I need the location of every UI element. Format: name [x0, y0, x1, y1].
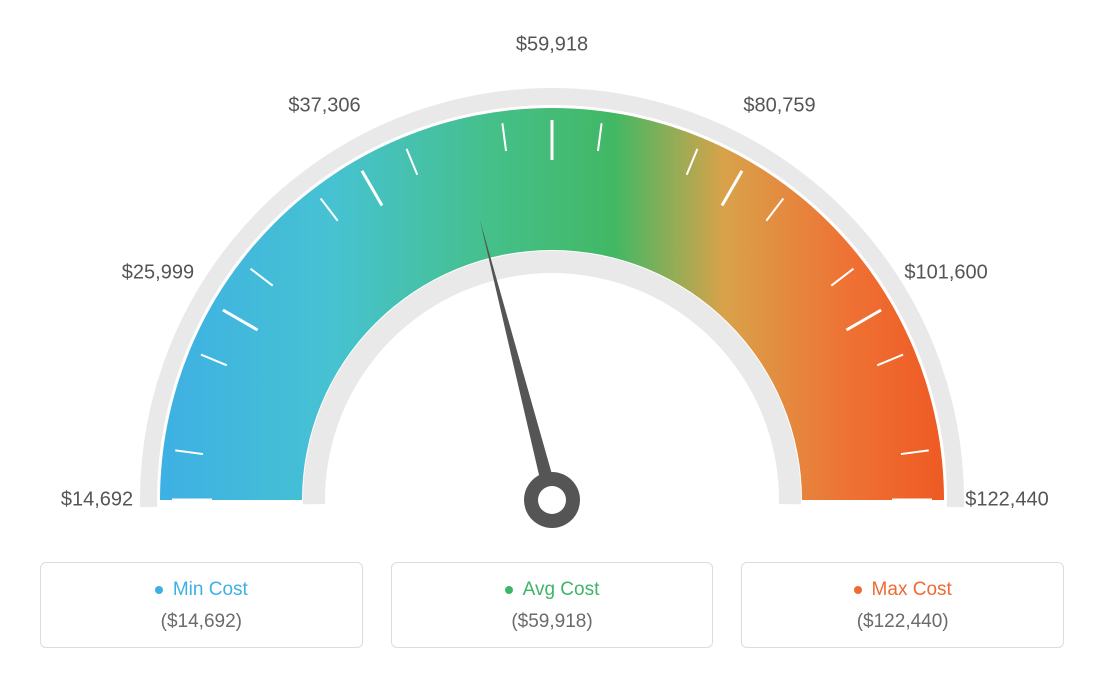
gauge-tick-label: $101,600 — [904, 261, 987, 284]
legend-title-text: Avg Cost — [523, 579, 600, 601]
dot-icon — [155, 586, 163, 594]
legend-title-avg: Avg Cost — [505, 579, 600, 601]
legend-row: Min Cost ($14,692) Avg Cost ($59,918) Ma… — [0, 562, 1104, 648]
legend-card-max: Max Cost ($122,440) — [741, 562, 1064, 648]
gauge-tick-label: $122,440 — [965, 489, 1048, 512]
gauge-tick-label: $59,918 — [516, 34, 588, 57]
legend-title-text: Min Cost — [173, 579, 248, 601]
legend-value-min: ($14,692) — [51, 611, 352, 633]
legend-title-min: Min Cost — [155, 579, 248, 601]
legend-card-avg: Avg Cost ($59,918) — [391, 562, 714, 648]
gauge-tick-label: $37,306 — [288, 94, 360, 117]
legend-title-text: Max Cost — [872, 579, 952, 601]
legend-title-max: Max Cost — [854, 579, 952, 601]
dot-icon — [505, 586, 513, 594]
legend-value-avg: ($59,918) — [402, 611, 703, 633]
dot-icon — [854, 586, 862, 594]
gauge-tick-label: $80,759 — [743, 94, 815, 117]
legend-value-max: ($122,440) — [752, 611, 1053, 633]
gauge-tick-label: $14,692 — [61, 489, 133, 512]
legend-card-min: Min Cost ($14,692) — [40, 562, 363, 648]
chart-wrapper: $14,692 $25,999 $37,306 $59,918 $80,759 $101,… — [0, 0, 1104, 690]
gauge-area: $14,692 $25,999 $37,306 $59,918 $80,759 $101,… — [0, 0, 1104, 550]
gauge-tick-label: $25,999 — [122, 261, 194, 284]
